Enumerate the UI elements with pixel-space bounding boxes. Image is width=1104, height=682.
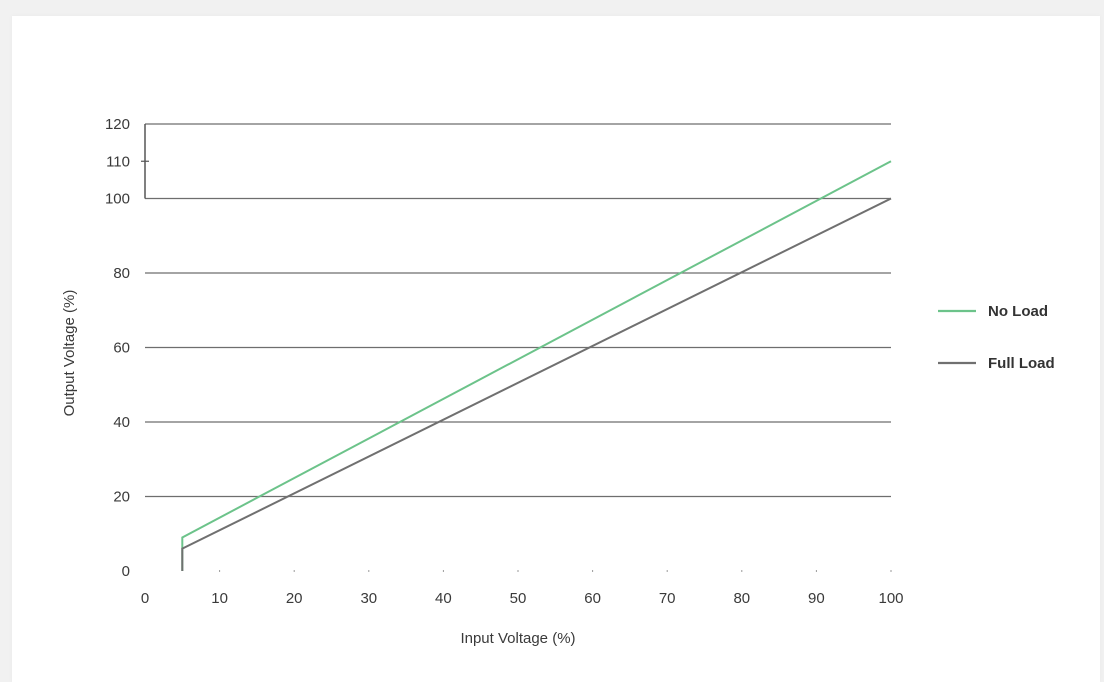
y-tick-label-0: 0 — [122, 563, 130, 580]
y-tick-label-110: 110 — [106, 153, 130, 170]
y-tick-label-100: 100 — [105, 191, 130, 208]
x-tick-label-70: 70 — [659, 590, 676, 607]
x-tick-label-100: 100 — [878, 590, 903, 607]
series-lines — [181, 160, 892, 571]
x-tick-label-60: 60 — [584, 590, 601, 607]
x-tick-label-90: 90 — [808, 590, 825, 607]
x-tick-label-20: 20 — [286, 590, 303, 607]
chart-card — [12, 16, 1100, 682]
axes — [141, 124, 892, 572]
y-axis-title: Output Voltage (%) — [61, 290, 78, 417]
legend-label-no-load: No Load — [988, 303, 1048, 320]
y-tick-label-80: 80 — [113, 265, 130, 282]
y-tick-label-120: 120 — [105, 116, 130, 133]
y-tick-label-40: 40 — [113, 414, 130, 431]
x-tick-label-30: 30 — [360, 590, 377, 607]
series-line-no-load — [181, 160, 892, 571]
x-tick-label-40: 40 — [435, 590, 452, 607]
x-tick-label-10: 10 — [211, 590, 228, 607]
x-tick-label-50: 50 — [510, 590, 527, 607]
series-line-full-load — [181, 197, 892, 571]
legend: No Load Full Load — [938, 303, 1055, 372]
y-tick-label-20: 20 — [113, 489, 130, 506]
tick-labels: 0 10 20 30 40 50 60 70 80 90 100 0 20 40 60 80 100 110 120 — [105, 116, 904, 607]
y-tick-label-60: 60 — [113, 340, 130, 357]
x-tick-label-80: 80 — [733, 590, 750, 607]
x-axis-title: Input Voltage (%) — [460, 630, 575, 647]
legend-label-full-load: Full Load — [988, 355, 1055, 372]
gridlines — [145, 123, 891, 498]
x-tick-label-0: 0 — [141, 590, 149, 607]
